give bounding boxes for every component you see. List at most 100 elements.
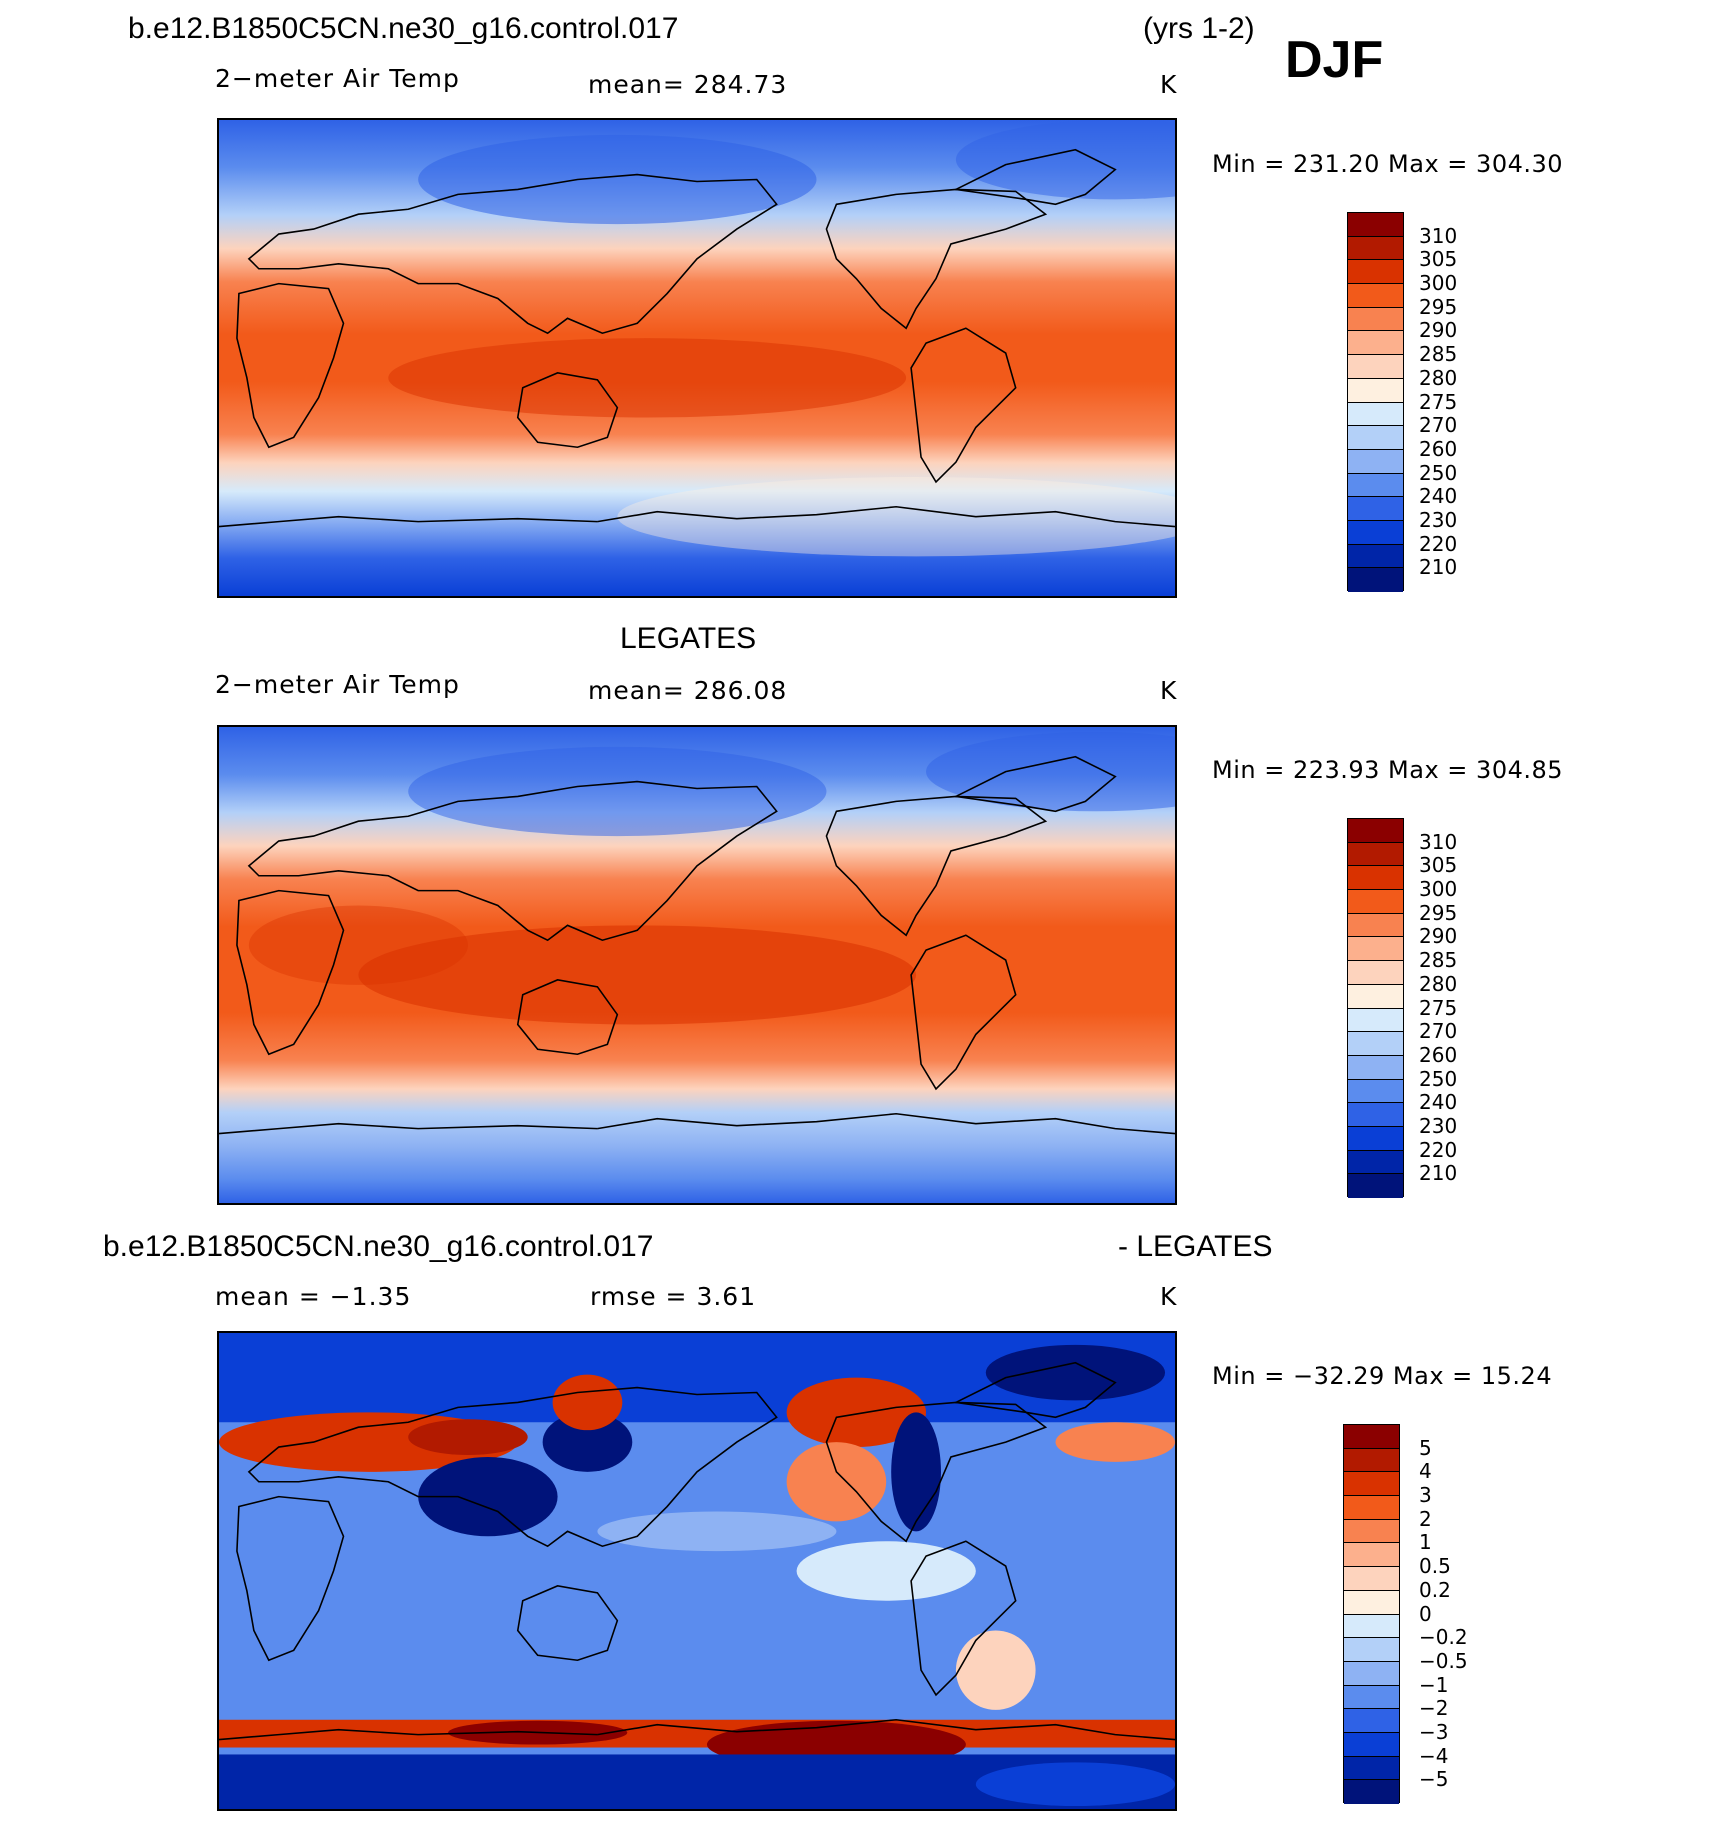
panel3-rmse: rmse = 3.61 [590, 1282, 757, 1311]
colorbar-box [1344, 1756, 1399, 1781]
colorbar-box [1348, 1126, 1403, 1151]
panel3-map [217, 1331, 1177, 1811]
colorbar-label: 210 [1419, 1161, 1458, 1186]
colorbar-box [1344, 1496, 1399, 1520]
colorbar-label: 290 [1419, 318, 1458, 343]
colorbar-label: 280 [1419, 365, 1458, 390]
colorbar-box [1344, 1519, 1399, 1544]
colorbar-box [1348, 1055, 1403, 1080]
colorbar-label: 5 [1419, 1435, 1432, 1460]
panel2-units: K [1160, 676, 1178, 705]
colorbar-box [1348, 568, 1403, 592]
colorbar-box [1348, 307, 1403, 332]
colorbar-box [1344, 1732, 1399, 1757]
colorbar-box [1348, 402, 1403, 427]
panel2-minmax: Min = 223.93 Max = 304.85 [1212, 756, 1564, 784]
colorbar-label: 285 [1419, 948, 1458, 973]
panel2-variable: 2−meter Air Temp [215, 670, 460, 699]
colorbar-label: 240 [1419, 484, 1458, 509]
colorbar-label: 310 [1419, 829, 1458, 854]
colorbar-box [1348, 378, 1403, 403]
panel2-colorbar [1347, 818, 1404, 1198]
colorbar-box [1344, 1709, 1399, 1733]
colorbar-box [1348, 1174, 1403, 1198]
colorbar-label: −0.5 [1419, 1648, 1468, 1673]
colorbar-label: 300 [1419, 877, 1458, 902]
colorbar-label: 1 [1419, 1530, 1432, 1555]
colorbar-label: 310 [1419, 223, 1458, 248]
colorbar-box [1344, 1614, 1399, 1639]
colorbar-label: 230 [1419, 1113, 1458, 1138]
colorbar-box [1348, 213, 1403, 237]
colorbar-label: 275 [1419, 389, 1458, 414]
colorbar-box [1348, 890, 1403, 914]
colorbar-label: 260 [1419, 436, 1458, 461]
colorbar-label: −2 [1419, 1696, 1449, 1721]
case-title: b.e12.B1850C5CN.ne30_g16.control.017 [128, 12, 679, 45]
colorbar-box [1344, 1661, 1399, 1686]
colorbar-box [1344, 1448, 1399, 1473]
panel1-colorbar [1347, 212, 1404, 592]
colorbar-label: 3 [1419, 1483, 1432, 1508]
colorbar-label: −5 [1419, 1767, 1449, 1792]
panel2-dataset: LEGATES [620, 622, 757, 655]
colorbar-box [1348, 842, 1403, 867]
colorbar-box [1344, 1567, 1399, 1591]
colorbar-box [1344, 1638, 1399, 1662]
colorbar-label: 220 [1419, 1137, 1458, 1162]
colorbar-label: −1 [1419, 1672, 1449, 1697]
panel2-mean: mean= 286.08 [588, 676, 788, 705]
colorbar-label: 290 [1419, 924, 1458, 949]
colorbar-box [1344, 1780, 1399, 1804]
colorbar-box [1348, 355, 1403, 379]
colorbar-box [1348, 520, 1403, 545]
colorbar-label: 210 [1419, 555, 1458, 580]
colorbar-label: 305 [1419, 853, 1458, 878]
colorbar-box [1348, 1008, 1403, 1033]
colorbar-box [1344, 1685, 1399, 1710]
colorbar-label: 295 [1419, 294, 1458, 319]
colorbar-box [1348, 937, 1403, 962]
colorbar-label: 300 [1419, 271, 1458, 296]
colorbar-box [1348, 866, 1403, 891]
colorbar-label: 305 [1419, 247, 1458, 272]
colorbar-label: 4 [1419, 1459, 1432, 1484]
colorbar-box [1344, 1425, 1399, 1449]
colorbar-box [1348, 913, 1403, 938]
colorbar-box [1348, 260, 1403, 285]
colorbar-box [1344, 1472, 1399, 1497]
panel1-mean: mean= 284.73 [588, 70, 788, 99]
colorbar-label: 270 [1419, 413, 1458, 438]
panel1-map [217, 118, 1177, 598]
years-label: (yrs 1-2) [1143, 12, 1255, 45]
panel2-map [217, 725, 1177, 1205]
colorbar-label: 240 [1419, 1090, 1458, 1115]
colorbar-box [1348, 426, 1403, 450]
colorbar-label: 230 [1419, 507, 1458, 532]
colorbar-label: 0.2 [1419, 1577, 1451, 1602]
colorbar-label: 285 [1419, 342, 1458, 367]
colorbar-box [1348, 473, 1403, 498]
panel1-variable: 2−meter Air Temp [215, 64, 460, 93]
colorbar-box [1344, 1543, 1399, 1568]
colorbar-label: 270 [1419, 1019, 1458, 1044]
colorbar-label: 220 [1419, 531, 1458, 556]
colorbar-label: −4 [1419, 1743, 1449, 1768]
colorbar-box [1348, 331, 1403, 356]
panel3-minmax: Min = −32.29 Max = 15.24 [1212, 1362, 1553, 1390]
colorbar-box [1348, 1103, 1403, 1127]
panel3-units: K [1160, 1282, 1178, 1311]
colorbar-label: 280 [1419, 971, 1458, 996]
colorbar-box [1348, 1150, 1403, 1175]
colorbar-box [1348, 984, 1403, 1009]
colorbar-box [1348, 1079, 1403, 1104]
colorbar-box [1344, 1590, 1399, 1615]
colorbar-box [1348, 544, 1403, 569]
colorbar-label: 250 [1419, 1066, 1458, 1091]
season-label: DJF [1285, 31, 1384, 89]
colorbar-box [1348, 1032, 1403, 1056]
colorbar-label: 250 [1419, 460, 1458, 485]
colorbar-label: −3 [1419, 1719, 1449, 1744]
panel1-units: K [1160, 70, 1178, 99]
panel3-colorbar [1343, 1424, 1400, 1804]
